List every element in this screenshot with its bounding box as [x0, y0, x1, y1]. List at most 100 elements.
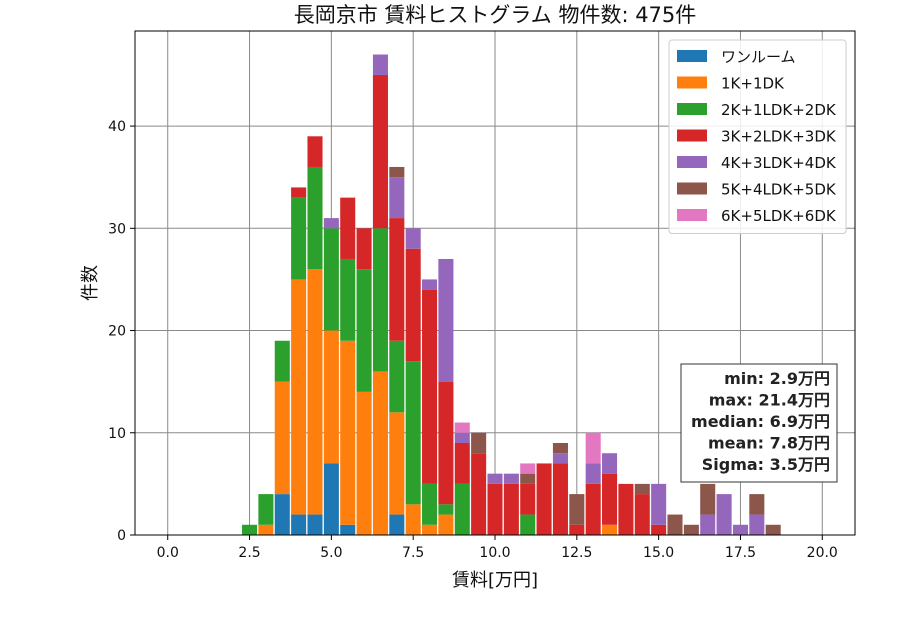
bar-segment — [258, 494, 274, 525]
legend-label: 2K+1LDK+2DK — [721, 101, 837, 119]
x-axis-label: 賃料[万円] — [452, 570, 538, 591]
bar-segment — [356, 269, 372, 392]
x-tick-label: 5.0 — [320, 545, 342, 561]
bar-segment — [291, 197, 307, 280]
bar-segment — [732, 524, 748, 535]
bar-segment — [520, 483, 536, 515]
x-tick-label: 0.0 — [157, 545, 179, 561]
bar-segment — [372, 228, 388, 372]
bar-segment — [487, 483, 503, 535]
bar-segment — [487, 473, 503, 484]
bar-segment — [422, 279, 438, 290]
bar-segment — [471, 432, 487, 454]
legend-label: ワンルーム — [721, 48, 796, 66]
bar-segment — [323, 218, 339, 229]
bar-segment — [291, 187, 307, 198]
bar-segment — [422, 524, 438, 535]
legend-swatch — [677, 103, 707, 115]
bar-segment — [503, 483, 519, 535]
bar-segment — [454, 432, 470, 443]
x-tick-label: 15.0 — [643, 545, 674, 561]
bar-segment — [634, 494, 650, 535]
bar-segment — [765, 524, 781, 535]
bar-segment — [716, 494, 732, 535]
legend-label: 3K+2LDK+3DK — [721, 128, 837, 146]
bar-segment — [340, 340, 356, 525]
bar-segment — [405, 228, 421, 249]
bar-segment — [405, 504, 421, 535]
y-tick-label: 10 — [108, 426, 126, 442]
bar-segment — [520, 514, 536, 535]
stats-line: max: 21.4万円 — [709, 391, 830, 410]
bar-segment — [405, 248, 421, 362]
bar-segment — [356, 391, 372, 535]
bar-segment — [585, 483, 601, 535]
y-tick-label: 30 — [108, 221, 126, 237]
bar-segment — [372, 371, 388, 535]
legend-swatch — [677, 156, 707, 168]
bar-segment — [651, 483, 667, 525]
bar-segment — [307, 269, 323, 515]
x-tick-label: 17.5 — [725, 545, 756, 561]
bar-segment — [454, 483, 470, 535]
bar-segment — [438, 504, 454, 515]
stats-box: min: 2.9万円 max: 21.4万円 median: 6.9万円 mean: … — [680, 363, 838, 483]
bar-segment — [389, 412, 405, 515]
bar-segment — [471, 453, 487, 535]
legend-swatch — [677, 76, 707, 89]
legend-swatch — [677, 209, 707, 221]
bar-segment — [602, 453, 618, 474]
bar-segment — [651, 524, 667, 535]
bar-segment — [258, 524, 274, 535]
bar-segment — [454, 422, 470, 433]
bar-segment — [569, 494, 585, 525]
bar-segment — [520, 473, 536, 484]
ticks-layer: 0.0 2.5 5.0 7.5 10.0 12.5 15.0 17.5 20.0 0 10 20 30 4… — [108, 119, 838, 561]
bar-segment — [340, 524, 356, 535]
bar-segment — [323, 463, 339, 535]
bar-segment — [700, 514, 716, 535]
bar-segment — [552, 453, 568, 464]
bar-segment — [389, 166, 405, 178]
bar-segment — [389, 514, 405, 535]
bar-segment — [242, 524, 258, 535]
y-tick-label: 0 — [117, 528, 126, 544]
bar-segment — [700, 483, 716, 515]
bar-segment — [520, 463, 536, 474]
legend-frame — [668, 39, 847, 234]
bar-segment — [372, 54, 388, 75]
legend-label: 4K+3LDK+4DK — [721, 154, 837, 172]
bar-segment — [618, 483, 634, 535]
bar-segment — [405, 361, 421, 505]
y-tick-label: 40 — [108, 119, 126, 135]
bar-segment — [585, 463, 601, 484]
bar-segment — [667, 514, 683, 535]
bar-segment — [602, 524, 618, 535]
bar-segment — [307, 166, 323, 270]
bar-segment — [438, 258, 454, 382]
bar-segment — [552, 463, 568, 535]
bar-segment — [291, 279, 307, 515]
bar-segment — [438, 381, 454, 505]
bar-segment — [585, 432, 601, 464]
legend-swatch — [677, 129, 707, 142]
bar-segment — [323, 228, 339, 331]
bar-segment — [274, 340, 290, 382]
bar-segment — [274, 381, 290, 495]
bar-segment — [438, 514, 454, 535]
x-tick-label: 20.0 — [807, 545, 838, 561]
bar-segment — [340, 197, 356, 259]
x-tick-label: 12.5 — [561, 545, 592, 561]
bar-segment — [683, 524, 699, 535]
bar-segment — [323, 330, 339, 464]
bar-segment — [307, 136, 323, 167]
x-tick-label: 2.5 — [238, 545, 260, 561]
bar-segment — [340, 258, 356, 341]
y-axis-label: 件数 — [80, 265, 101, 301]
legend-label: 6K+5LDK+6DK — [721, 207, 837, 225]
stats-line: mean: 7.8万円 — [708, 434, 830, 453]
bar-segment — [602, 473, 618, 525]
bar-segment — [307, 514, 323, 535]
bar-segment — [389, 177, 405, 219]
x-tick-label: 10.0 — [479, 545, 510, 561]
